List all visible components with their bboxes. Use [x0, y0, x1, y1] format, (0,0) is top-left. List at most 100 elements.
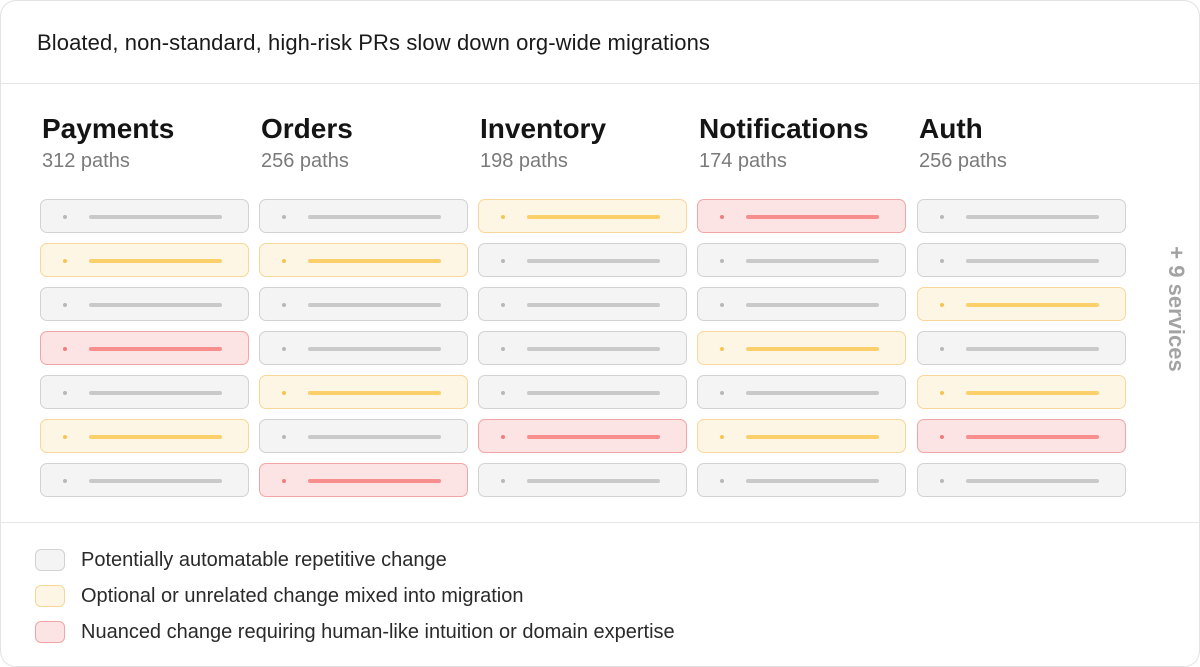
service-name: Payments: [42, 113, 175, 144]
legend-swatch-red: [35, 621, 65, 643]
legend-swatch-gray: [35, 549, 65, 571]
row-placeholder-line: [89, 391, 222, 395]
path-row-gray: [697, 287, 906, 321]
path-row-gray: [697, 375, 906, 409]
row-dot: [501, 259, 505, 263]
path-row-yellow: [697, 419, 906, 453]
more-services-text: + 9 services: [1164, 246, 1189, 372]
service-path-count: 256 paths: [919, 150, 1007, 172]
path-row-yellow: [917, 287, 1126, 321]
row-placeholder-line: [308, 435, 441, 439]
row-placeholder-line: [527, 435, 660, 439]
path-row-gray: [478, 463, 687, 497]
path-row-gray: [917, 331, 1126, 365]
row-dot: [282, 215, 286, 219]
path-row-gray: [40, 375, 249, 409]
row-placeholder-line: [746, 215, 879, 219]
row-dot: [720, 391, 724, 395]
row-placeholder-line: [89, 347, 222, 351]
row-placeholder-line: [527, 259, 660, 263]
row-dot: [282, 259, 286, 263]
path-row-gray: [478, 375, 687, 409]
row-placeholder-line: [746, 435, 879, 439]
row-placeholder-line: [308, 391, 441, 395]
row-dot: [63, 259, 67, 263]
row-dot: [63, 435, 67, 439]
card-title: Bloated, non-standard, high-risk PRs slo…: [37, 30, 711, 55]
path-row-gray: [917, 243, 1126, 277]
path-row-gray: [40, 199, 249, 233]
row-placeholder-line: [746, 391, 879, 395]
row-placeholder-line: [966, 347, 1099, 351]
path-row-red: [259, 463, 468, 497]
row-dot: [63, 347, 67, 351]
row-dot: [720, 479, 724, 483]
row-placeholder-line: [308, 347, 441, 351]
row-dot: [940, 435, 944, 439]
row-dot: [282, 303, 286, 307]
row-dot: [720, 259, 724, 263]
path-row-gray: [259, 331, 468, 365]
row-dot: [720, 347, 724, 351]
row-dot: [282, 347, 286, 351]
service-path-count: 198 paths: [480, 150, 568, 172]
row-placeholder-line: [746, 303, 879, 307]
row-placeholder-line: [966, 479, 1099, 483]
service-path-count: 256 paths: [261, 150, 349, 172]
row-placeholder-line: [89, 435, 222, 439]
service-name: Notifications: [699, 113, 869, 144]
row-dot: [501, 479, 505, 483]
card-header: Bloated, non-standard, high-risk PRs slo…: [1, 1, 1199, 84]
row-placeholder-line: [746, 259, 879, 263]
row-dot: [940, 303, 944, 307]
row-dot: [940, 479, 944, 483]
service-name: Orders: [261, 113, 353, 144]
more-services-label: + 9 services: [1161, 234, 1191, 384]
row-placeholder-line: [89, 259, 222, 263]
path-row-yellow: [40, 243, 249, 277]
path-row-yellow: [40, 419, 249, 453]
path-row-red: [917, 419, 1126, 453]
row-placeholder-line: [89, 303, 222, 307]
row-placeholder-line: [966, 303, 1099, 307]
row-dot: [63, 391, 67, 395]
row-dot: [501, 435, 505, 439]
row-placeholder-line: [308, 259, 441, 263]
row-placeholder-line: [89, 479, 222, 483]
path-row-red: [697, 199, 906, 233]
legend-label: Optional or unrelated change mixed into …: [81, 585, 524, 607]
row-placeholder-line: [527, 391, 660, 395]
row-dot: [940, 347, 944, 351]
row-placeholder-line: [966, 259, 1099, 263]
row-placeholder-line: [966, 435, 1099, 439]
services-grid: + 9 services Payments 312 paths Orders 256 …: [1, 84, 1199, 523]
row-dot: [501, 347, 505, 351]
path-row-yellow: [917, 375, 1126, 409]
row-placeholder-line: [746, 347, 879, 351]
row-dot: [282, 479, 286, 483]
row-placeholder-line: [308, 479, 441, 483]
service-name: Inventory: [480, 113, 607, 144]
row-dot: [940, 215, 944, 219]
row-placeholder-line: [527, 303, 660, 307]
service-path-count: 312 paths: [42, 150, 130, 172]
path-row-yellow: [478, 199, 687, 233]
row-dot: [282, 391, 286, 395]
legend-label: Nuanced change requiring human-like intu…: [81, 621, 675, 643]
service-path-count: 174 paths: [699, 150, 787, 172]
row-placeholder-line: [527, 479, 660, 483]
row-dot: [501, 303, 505, 307]
path-row-gray: [917, 199, 1126, 233]
path-row-gray: [40, 287, 249, 321]
path-row-gray: [259, 419, 468, 453]
path-row-yellow: [697, 331, 906, 365]
row-dot: [282, 435, 286, 439]
path-row-gray: [40, 463, 249, 497]
path-row-gray: [697, 243, 906, 277]
path-row-yellow: [259, 375, 468, 409]
row-dot: [501, 215, 505, 219]
path-row-gray: [697, 463, 906, 497]
row-dot: [940, 391, 944, 395]
row-dot: [720, 215, 724, 219]
